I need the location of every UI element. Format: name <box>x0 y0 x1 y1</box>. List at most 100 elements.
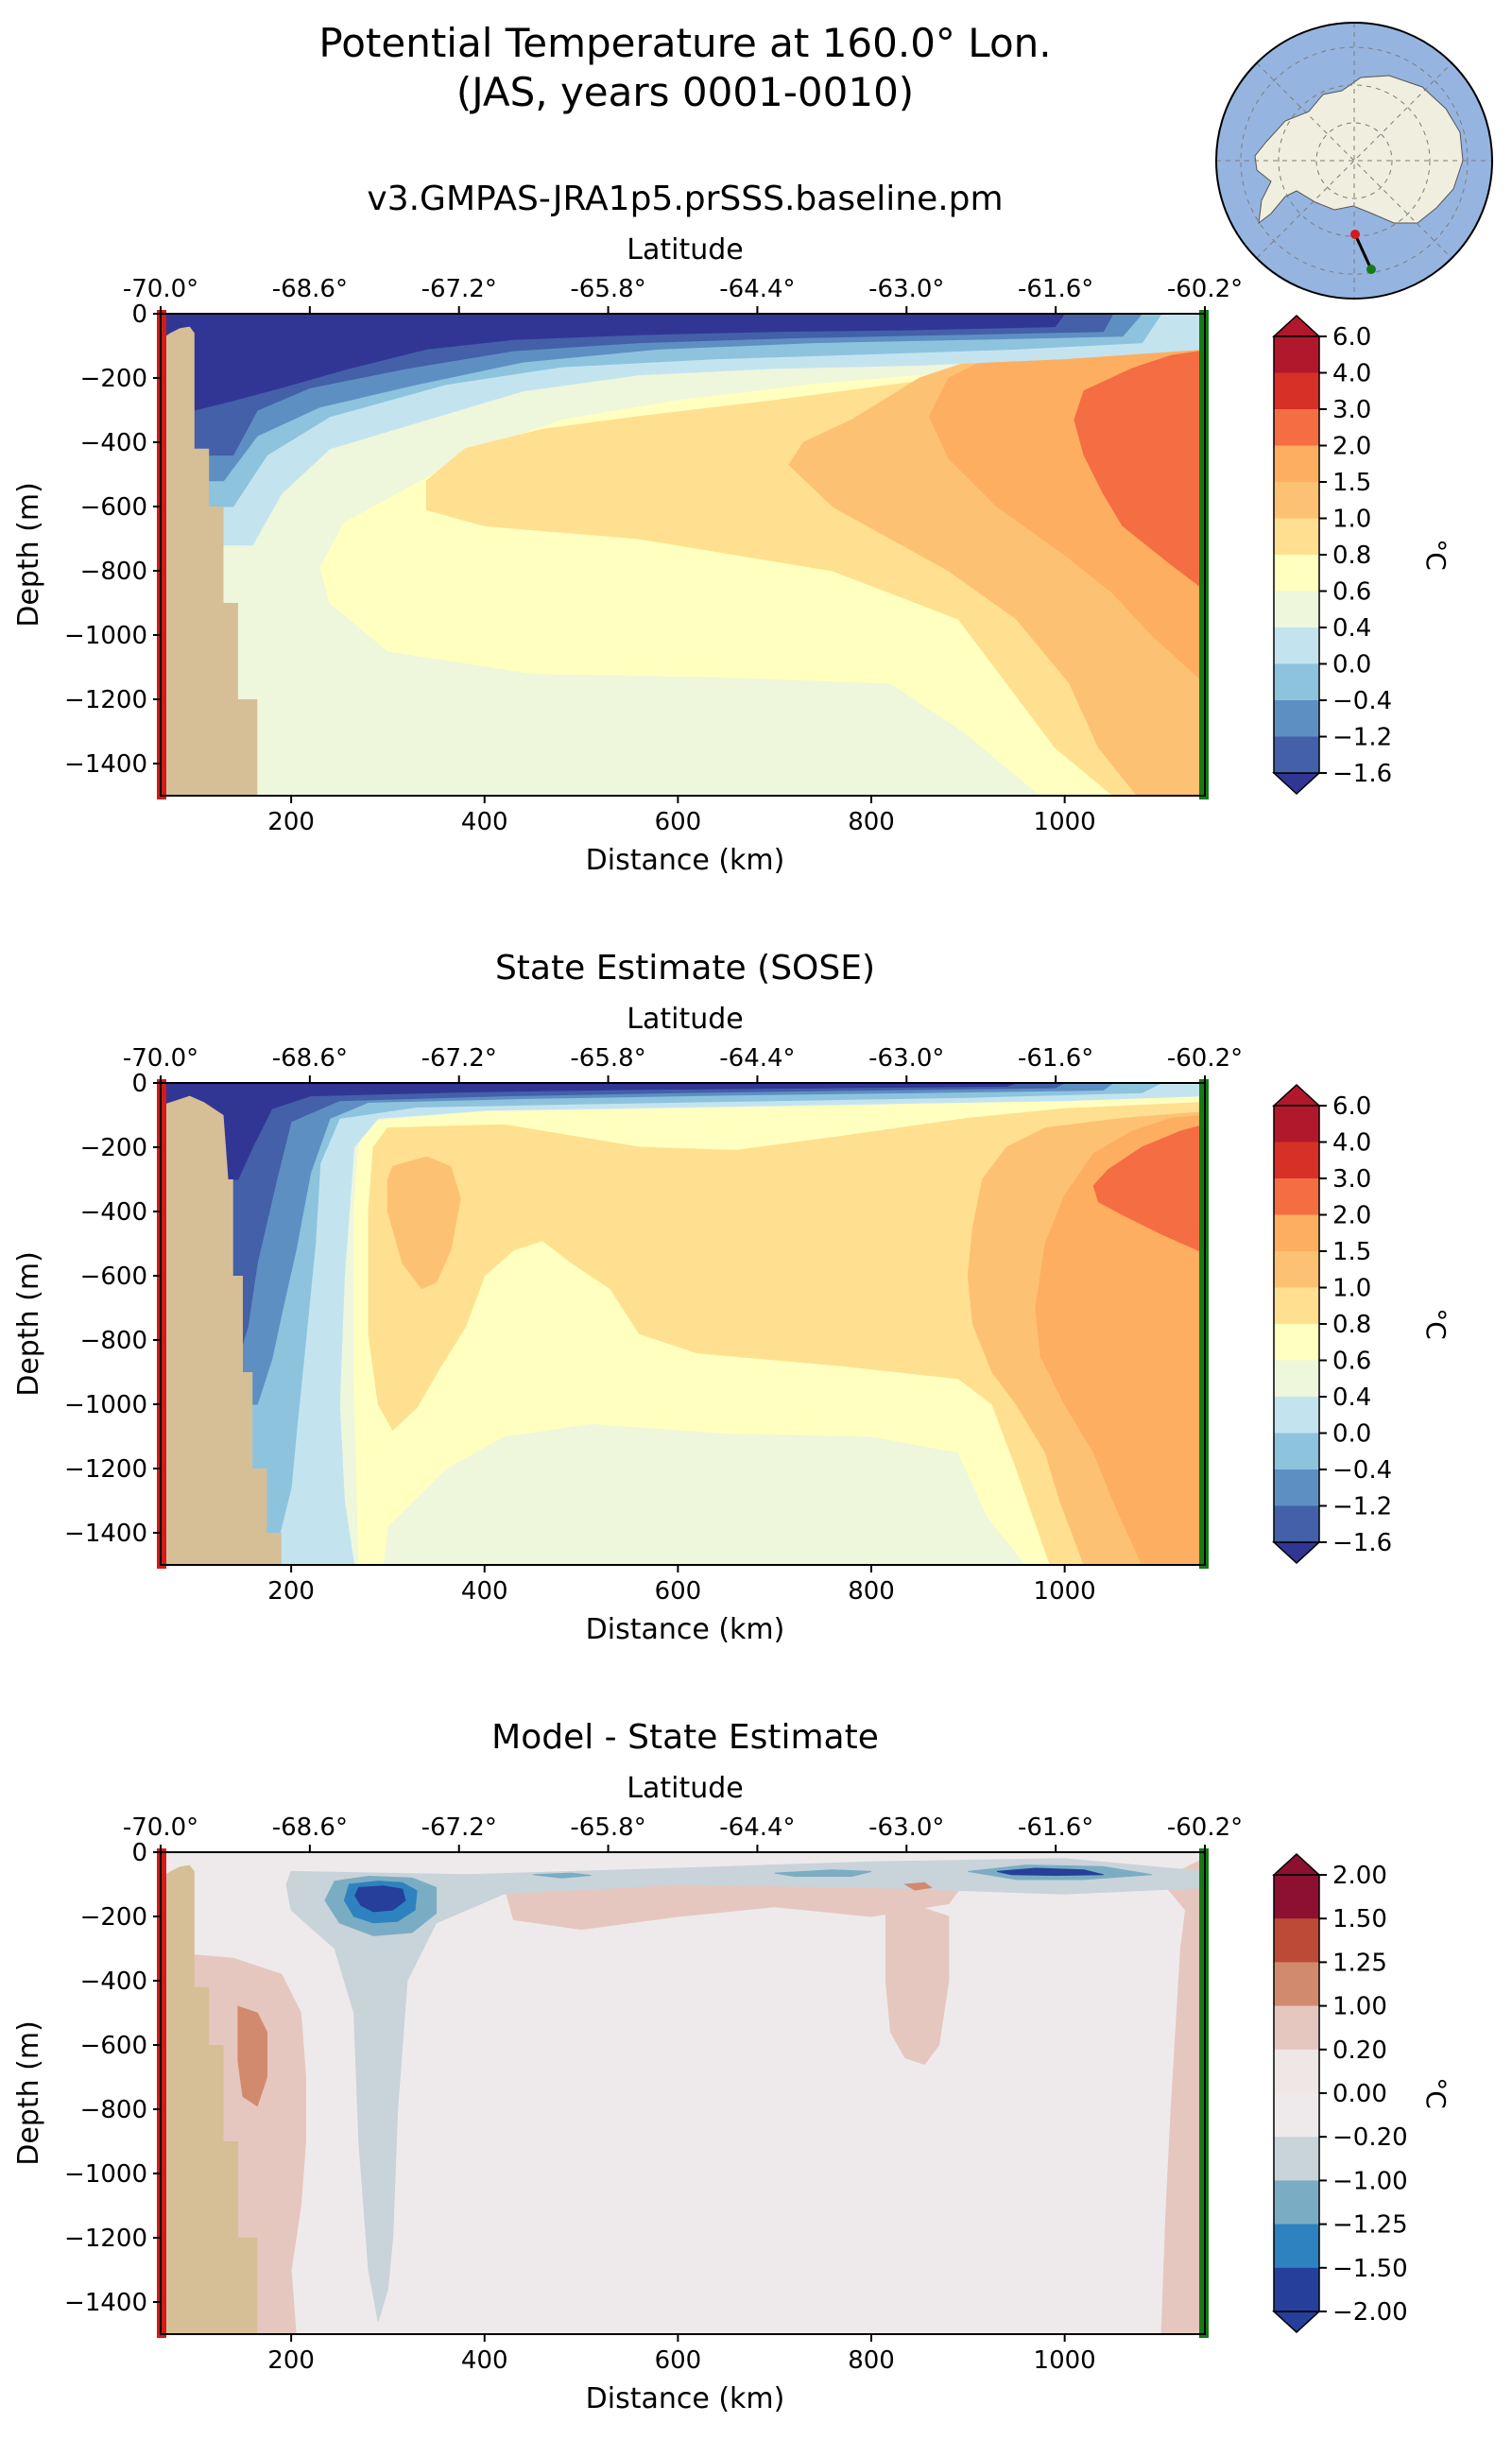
y-tick-label: −400 <box>80 1967 147 1996</box>
latitude-tick-label: -70.0° <box>123 1044 198 1073</box>
colorbar-segment <box>1274 2180 1319 2225</box>
x-tick-label: 200 <box>267 2346 315 2375</box>
x-tick-label: 200 <box>267 1577 315 1606</box>
colorbar-tick-label: 0.00 <box>1332 2080 1387 2108</box>
y-tick-label: −800 <box>80 1327 147 1355</box>
colorbar-segment <box>1274 2049 1319 2094</box>
colorbar-segment <box>1274 2093 1319 2138</box>
x-tick-label: 1000 <box>1034 808 1096 836</box>
y-tick-label: −400 <box>80 429 147 457</box>
colorbar-extend-min <box>1272 2311 1321 2334</box>
colorbar-tick-label: −1.6 <box>1332 1529 1392 1557</box>
colorbar-segment <box>1274 1287 1319 1325</box>
x-tick-label: 400 <box>461 2346 508 2375</box>
latitude-tick-label: -60.2° <box>1167 1044 1243 1073</box>
colorbar-extend-min <box>1272 1541 1321 1565</box>
colorbar-segment <box>1274 372 1319 410</box>
latitude-tick-label: -67.2° <box>421 275 497 303</box>
colorbar: 6.0 4.0 3.0 2.0 1.5 1.0 0.8 0.6 0.4 0.0 −0.4 −1.2 −1… <box>1272 1083 1452 1565</box>
panel-model: v3.GMPAS-JRA1p5.prSSS.baseline.pm 200 400 6… <box>12 180 1452 877</box>
colorbar-segment <box>1274 1505 1319 1543</box>
contour-region <box>387 1156 461 1290</box>
latitude-tick-label: -63.0° <box>868 1044 944 1073</box>
colorbar-segment <box>1274 663 1319 701</box>
y-tick-label: 0 <box>131 301 147 329</box>
colorbar-segment <box>1274 2267 1319 2312</box>
colorbar-tick-label: 2.0 <box>1332 1202 1371 1230</box>
contour-region <box>903 1881 933 1891</box>
colorbar-tick-label: 3.0 <box>1332 1165 1371 1194</box>
colorbar-segment <box>1274 627 1319 664</box>
colorbar-tick-label: −1.00 <box>1332 2167 1408 2195</box>
y-tick-label: −600 <box>80 493 147 522</box>
latitude-tick-label: -64.4° <box>719 1813 795 1842</box>
y-tick-label: −800 <box>80 558 147 586</box>
y-tick-label: −1200 <box>64 2225 147 2253</box>
colorbar-tick-label: 4.0 <box>1332 360 1371 388</box>
colorbar-unit-label: °C <box>1420 539 1452 571</box>
y-tick-label: −1200 <box>64 686 147 714</box>
contour-region <box>996 1867 1104 1877</box>
inset-map-gridlines <box>1216 23 1492 299</box>
colorbar-unit-label: °C <box>1420 1308 1452 1340</box>
latitude-tick-label: -61.6° <box>1018 1044 1093 1073</box>
colorbar-tick-label: 0.4 <box>1332 614 1371 643</box>
figure-title-line-2: (JAS, years 0001-0010) <box>456 69 914 115</box>
colorbar-segment <box>1274 555 1319 592</box>
colorbar: 6.0 4.0 3.0 2.0 1.5 1.0 0.8 0.6 0.4 0.0 −0.4 −1.2 −1… <box>1272 314 1452 796</box>
x-axis-label: Distance (km) <box>586 1613 785 1646</box>
colorbar-tick-label: 0.6 <box>1332 1348 1371 1376</box>
colorbar-tick-label: 1.0 <box>1332 506 1371 534</box>
colorbar-segment <box>1274 482 1319 519</box>
colorbar-segment <box>1274 1962 1319 2007</box>
y-axis-label: Depth (m) <box>12 1251 45 1397</box>
seafloor-bathymetry <box>161 1095 282 1565</box>
colorbar-tick-label: 0.6 <box>1332 578 1371 607</box>
top-axis-label: Latitude <box>627 1772 743 1805</box>
panel-title: State Estimate (SOSE) <box>495 949 875 988</box>
contour-region <box>1074 350 1205 592</box>
colorbar-segment <box>1274 1251 1319 1288</box>
colorbar-segment <box>1274 445 1319 483</box>
contour-region <box>885 1906 950 2065</box>
x-tick-label: 1000 <box>1034 2346 1096 2375</box>
inset-map-start-marker <box>1350 230 1360 239</box>
latitude-tick-label: -64.4° <box>719 1044 795 1073</box>
panel-title: v3.GMPAS-JRA1p5.prSSS.baseline.pm <box>367 180 1003 218</box>
inset-map-antarctica <box>1254 75 1464 225</box>
colorbar-tick-label: 0.4 <box>1332 1383 1371 1412</box>
x-tick-label: 800 <box>848 2346 895 2375</box>
plot-frame <box>160 1082 1206 1566</box>
colorbar-tick-label: 3.0 <box>1332 396 1371 424</box>
colorbar-tick-label: 1.5 <box>1332 469 1371 497</box>
latitude-tick-label: -65.8° <box>570 1813 645 1842</box>
contour-region <box>237 2005 267 2107</box>
latitude-tick-label: -63.0° <box>868 275 944 303</box>
x-axis-label: Distance (km) <box>586 2382 785 2415</box>
colorbar-segment <box>1274 1875 1319 1919</box>
colorbar-segment <box>1274 1324 1319 1361</box>
colorbar-tick-label: −0.20 <box>1332 2123 1408 2152</box>
colorbar-tick-label: 1.0 <box>1332 1275 1371 1303</box>
colorbar-segment <box>1274 2137 1319 2181</box>
y-tick-label: −200 <box>80 1134 147 1162</box>
colorbar-segment <box>1274 2005 1319 2051</box>
latitude-tick-label: -68.6° <box>272 1044 348 1073</box>
y-axis-label: Depth (m) <box>12 2020 45 2166</box>
seafloor-bathymetry <box>161 326 258 796</box>
colorbar-tick-label: 1.5 <box>1332 1238 1371 1266</box>
colorbar-tick-label: 0.0 <box>1332 651 1371 679</box>
colorbar-segment <box>1274 1360 1319 1398</box>
x-tick-label: 600 <box>655 808 702 836</box>
colorbar-segment <box>1274 1469 1319 1506</box>
colorbar-tick-label: −1.2 <box>1332 724 1392 752</box>
y-tick-label: −200 <box>80 365 147 393</box>
contour-region <box>161 314 1066 411</box>
colorbar-tick-label: −0.4 <box>1332 687 1392 715</box>
colorbar-segment <box>1274 1918 1319 1963</box>
colorbar-tick-label: 0.0 <box>1332 1420 1371 1449</box>
contour-region <box>1092 1124 1205 1254</box>
contour-fill-group <box>161 1083 1205 1565</box>
colorbar-segment <box>1274 518 1319 556</box>
y-tick-label: −1000 <box>64 622 147 650</box>
